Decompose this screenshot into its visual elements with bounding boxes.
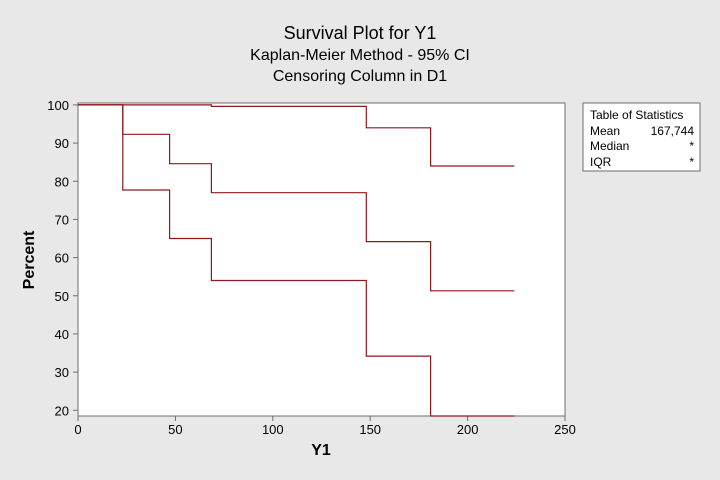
y-tick-label: 40: [55, 327, 69, 342]
y-tick-label: 70: [55, 212, 69, 227]
statistics-table-box: [582, 102, 701, 172]
x-tick-label: 50: [168, 422, 182, 437]
chart-subtitle: Kaplan-Meier Method - 95% CI: [250, 47, 470, 64]
stat-value-median: *: [689, 139, 694, 153]
survival-series-line-3: [78, 104, 515, 417]
x-tick-label: 250: [554, 422, 576, 437]
x-axis: 0 50 100 150 200 250: [74, 416, 576, 437]
y-tick-label: 60: [55, 251, 69, 266]
x-tick-label: 200: [457, 422, 479, 437]
stat-value-mean: 167,744: [651, 124, 695, 138]
x-tick-label: 100: [262, 422, 284, 437]
stat-label-mean: Mean: [590, 124, 620, 138]
series-group: [78, 104, 515, 417]
y-axis-title: Percent: [21, 230, 38, 289]
stat-label-median: Median: [590, 139, 629, 153]
chart-subtitle-2: Censoring Column in D1: [273, 68, 447, 85]
y-axis: 20 30 40 50 60 70 80 90 100: [47, 98, 78, 418]
y-tick-label: 30: [55, 365, 69, 380]
survival-series-line-1: [78, 104, 515, 167]
y-tick-label: 90: [55, 136, 69, 151]
y-tick-label: 20: [55, 403, 69, 418]
stat-label-iqr: IQR: [590, 155, 612, 169]
chart-title: Survival Plot for Y1: [284, 23, 437, 43]
plot-area: [77, 102, 566, 417]
x-tick-label: 150: [359, 422, 381, 437]
y-tick-label: 100: [47, 98, 69, 113]
x-tick-label: 0: [74, 422, 81, 437]
stat-value-iqr: *: [689, 155, 694, 169]
x-axis-title: Y1: [311, 442, 331, 459]
y-tick-label: 50: [55, 289, 69, 304]
statistics-table-title: Table of Statistics: [590, 108, 683, 122]
statistics-table: Table of Statistics Mean 167,744 Median …: [582, 102, 701, 172]
y-tick-label: 80: [55, 174, 69, 189]
